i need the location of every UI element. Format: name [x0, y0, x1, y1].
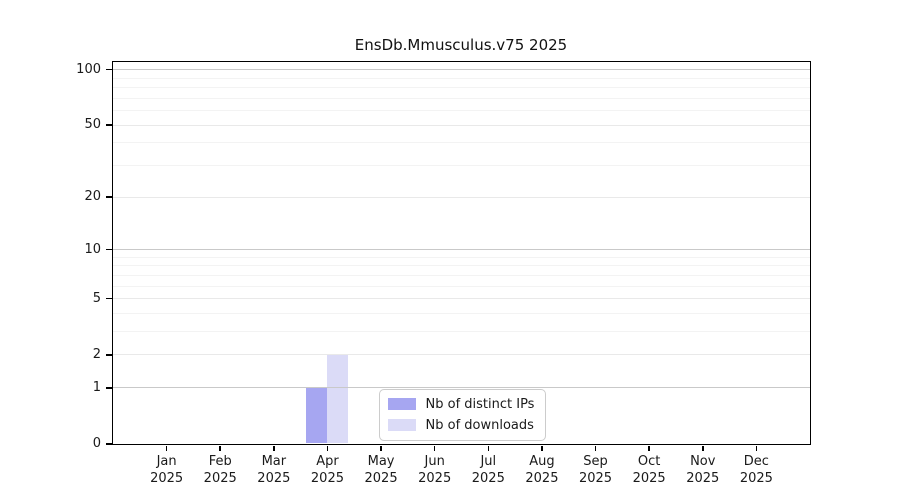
chart-title: EnsDb.Mmusculus.v75 2025 [354, 36, 568, 54]
legend-swatch-distinct-ips-icon [387, 398, 416, 410]
y-tick-mark-0 [105, 443, 113, 445]
gridline-y-40 [112, 142, 810, 144]
x-tick-label-jul: Jul 2025 [471, 454, 505, 486]
gridline-y-6 [112, 285, 810, 287]
y-tick-label-1: 1 [92, 379, 101, 395]
gridline-y-8 [112, 265, 810, 267]
gridline-y-7 [112, 274, 810, 276]
y-tick-label-5: 5 [92, 290, 101, 306]
gridline-y-30 [112, 164, 810, 166]
x-tick-label-oct: Oct 2025 [632, 454, 666, 486]
x-tick-mark-mar [273, 445, 275, 451]
x-tick-mark-feb [219, 445, 221, 451]
y-tick-mark-100 [105, 68, 113, 71]
y-tick-mark-5 [105, 297, 113, 300]
gridline-y-4 [112, 312, 810, 314]
gridline-y-2 [112, 354, 810, 356]
legend: Nb of distinct IPs Nb of downloads [378, 388, 547, 441]
y-tick-mark-50 [105, 124, 113, 126]
legend-item-distinct-ips: Nb of distinct IPs [387, 396, 535, 412]
x-tick-label-sep: Sep 2025 [578, 454, 613, 486]
x-tick-label-jun: Jun 2025 [418, 454, 452, 486]
gridline-y-20 [112, 196, 810, 198]
x-tick-mark-jul [487, 445, 490, 451]
y-tick-mark-20 [105, 196, 113, 198]
y-tick-label-10: 10 [84, 241, 101, 257]
bar-nb-of-downloads-apr [326, 354, 348, 444]
y-tick-label-100: 100 [76, 61, 101, 77]
x-tick-label-nov: Nov 2025 [686, 454, 720, 486]
x-tick-mark-nov [702, 445, 704, 451]
y-tick-label-20: 20 [84, 189, 101, 205]
bar-nb-of-distinct-ips-apr [305, 387, 327, 444]
gridline-y-10 [112, 249, 810, 250]
gridline-y-3 [112, 331, 810, 333]
gridline-y-9 [112, 256, 810, 258]
y-tick-mark-2 [105, 354, 113, 356]
x-tick-mark-jan [165, 445, 168, 451]
x-tick-mark-apr [326, 445, 329, 451]
legend-swatch-downloads-icon [387, 419, 416, 431]
gridline-y-90 [112, 77, 810, 79]
x-tick-mark-dec [755, 445, 758, 451]
x-tick-mark-sep [594, 445, 597, 451]
x-tick-mark-oct [648, 445, 650, 451]
legend-label-distinct-ips: Nb of distinct IPs [425, 396, 535, 412]
x-tick-label-may: May 2025 [364, 454, 398, 486]
x-tick-label-mar: Mar 2025 [257, 454, 291, 486]
y-tick-label-50: 50 [84, 117, 101, 133]
gridline-y-50 [112, 124, 810, 126]
y-tick-mark-10 [105, 248, 113, 251]
gridline-y-100 [112, 69, 810, 71]
gridline-y-60 [112, 110, 810, 112]
x-tick-mark-jun [433, 445, 436, 451]
x-tick-label-feb: Feb 2025 [203, 454, 237, 486]
legend-item-downloads: Nb of downloads [387, 417, 535, 433]
y-tick-label-2: 2 [92, 346, 101, 362]
plot-area: Nb of distinct IPs Nb of downloads [111, 60, 811, 445]
x-tick-mark-may [380, 445, 382, 451]
y-tick-label-0: 0 [92, 436, 101, 451]
x-tick-label-aug: Aug 2025 [525, 454, 559, 486]
legend-label-downloads: Nb of downloads [425, 417, 534, 433]
gridline-y-5 [112, 298, 810, 300]
y-tick-mark-1 [105, 387, 113, 389]
x-tick-label-apr: Apr 2025 [310, 454, 344, 486]
gridline-y-80 [112, 87, 810, 89]
gridline-y-70 [112, 97, 810, 99]
x-tick-mark-aug [541, 445, 543, 451]
x-tick-label-jan: Jan 2025 [150, 454, 184, 486]
x-tick-label-dec: Dec 2025 [739, 454, 773, 486]
